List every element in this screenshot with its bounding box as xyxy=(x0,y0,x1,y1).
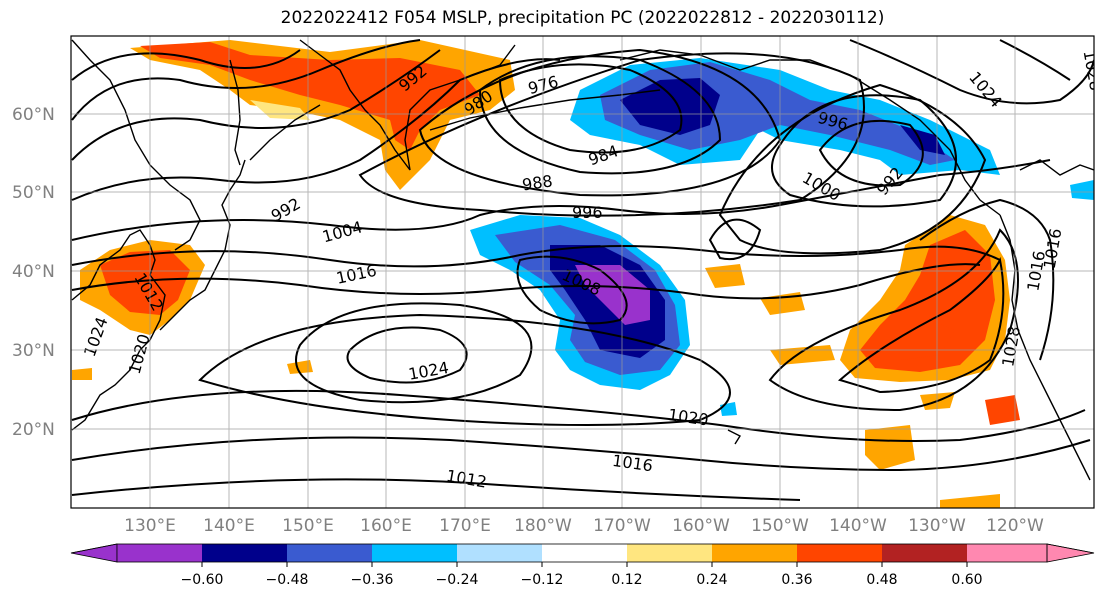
lon-label: 150°W xyxy=(751,516,809,536)
colorbar-extend-high xyxy=(1046,543,1095,563)
lon-label: 160°E xyxy=(360,516,412,536)
lat-label: 20°N xyxy=(12,420,55,440)
colorbar-segment xyxy=(287,544,372,562)
colorbar-extend-low xyxy=(70,543,118,563)
colorbar-segment xyxy=(542,544,627,562)
isobar-label: 1028 xyxy=(1080,49,1105,92)
lon-label: 170°E xyxy=(439,516,491,536)
isobar-label: 1024 xyxy=(407,358,450,384)
colorbar-segment xyxy=(202,544,287,562)
lat-label: 30°N xyxy=(12,341,55,361)
colorbar-segment xyxy=(457,544,542,562)
isobar-label: 996 xyxy=(572,203,603,222)
colorbar-tick-label: 0.24 xyxy=(696,572,727,588)
isobar-label: 1012 xyxy=(445,466,488,492)
longitude-labels: 130°E 140°E 150°E 160°E 170°E 180°W 170°… xyxy=(124,516,1044,536)
map-title: 2022022412 F054 MSLP, precipitation PC (… xyxy=(280,8,885,28)
colorbar-segment xyxy=(372,544,457,562)
isobar-label: 988 xyxy=(521,171,554,194)
colorbar-segment xyxy=(967,544,1047,562)
colorbar: −0.60 −0.48 −0.36 −0.24 −0.12 0.12 0.24 … xyxy=(70,543,1095,588)
colorbar-outline xyxy=(116,543,1048,563)
colorbar-tick-label: −0.24 xyxy=(436,572,479,588)
lon-label: 130°E xyxy=(124,516,176,536)
lat-label: 40°N xyxy=(12,262,55,282)
isobar-label: 1020 xyxy=(125,332,154,376)
colorbar-tick-label: 0.60 xyxy=(951,572,982,588)
isobar-label: 1024 xyxy=(965,68,1006,111)
isobar-label: 1020 xyxy=(667,405,710,429)
colorbar-ticks xyxy=(201,562,968,567)
colorbar-segment xyxy=(712,544,797,562)
lon-label: 120°W xyxy=(986,516,1044,536)
colorbar-tick-label: 0.48 xyxy=(866,572,897,588)
colorbar-tick-label: 0.36 xyxy=(781,572,812,588)
colorbar-tick-label: −0.12 xyxy=(521,572,564,588)
latitude-labels: 60°N 50°N 40°N 30°N 20°N xyxy=(12,105,55,440)
colorbar-tick-label: −0.60 xyxy=(181,572,224,588)
lat-label: 60°N xyxy=(12,105,55,125)
lon-label: 180°W xyxy=(514,516,572,536)
isobar-label: 984 xyxy=(586,141,621,169)
colorbar-segment xyxy=(882,544,967,562)
lon-label: 140°W xyxy=(829,516,887,536)
isobar-label: 1004 xyxy=(320,217,364,246)
lon-label: 130°W xyxy=(908,516,966,536)
isobars xyxy=(71,39,1094,501)
colorbar-tick-label: 0.12 xyxy=(611,572,642,588)
lon-label: 170°W xyxy=(593,516,651,536)
isobar-label: 1024 xyxy=(80,314,112,359)
colorbar-segment xyxy=(797,544,882,562)
map-frame xyxy=(70,35,1095,509)
lon-label: 150°E xyxy=(282,516,334,536)
lat-label: 50°N xyxy=(12,183,55,203)
isobar-label: 1016 xyxy=(335,261,379,288)
lon-label: 160°W xyxy=(672,516,730,536)
colorbar-segment xyxy=(627,544,712,562)
colorbar-segment xyxy=(117,544,202,562)
lon-label: 140°E xyxy=(203,516,255,536)
graticule xyxy=(71,36,1094,508)
colorbar-tick-label: −0.48 xyxy=(266,572,309,588)
isobar-label: 1016 xyxy=(1040,227,1066,270)
colorbar-tick-label: −0.36 xyxy=(351,572,394,588)
